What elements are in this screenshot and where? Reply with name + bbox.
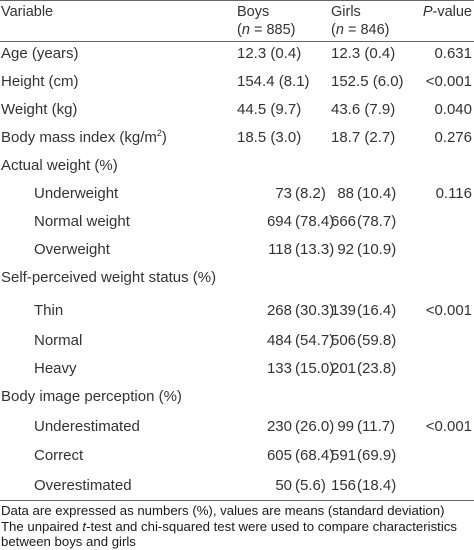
boys-count: 133 <box>266 360 292 377</box>
girls-count: 139 <box>331 302 357 319</box>
boys-value: 12.3 (0.4) <box>237 45 302 62</box>
girls-count: 156 <box>331 477 357 494</box>
bmi-superscript: 2 <box>156 128 162 138</box>
row-label: Normal <box>34 332 83 349</box>
header-boys: Boys <box>237 4 270 20</box>
girls-count: 99 <box>337 418 354 435</box>
boys-value: 154.4 (8.1) <box>237 73 310 90</box>
boys-value: 18.5 (3.0) <box>237 129 302 146</box>
p-value: 0.116 <box>435 185 472 202</box>
p-value: <0.001 <box>425 302 472 319</box>
header-variable: Variable <box>1 4 54 20</box>
boys-count: 694 <box>266 213 292 230</box>
boys-n-value: 885 <box>266 22 291 38</box>
footnote-2-t: t <box>82 519 87 534</box>
p-suffix: -value <box>432 4 473 20</box>
boys-percent: (78.4) <box>295 213 335 230</box>
boys-n-symbol: n <box>241 22 250 38</box>
boys-count: 73 <box>275 185 292 202</box>
p-value: 0.631 <box>434 45 472 62</box>
bmi-label-end: ) <box>161 129 167 146</box>
boys-count: 605 <box>266 447 292 464</box>
girls-value: 18.7 (2.7) <box>331 129 396 146</box>
row-label: Underweight <box>34 185 119 202</box>
row-label: Normal weight <box>34 213 130 230</box>
girls-count: 666 <box>331 213 357 230</box>
boys-percent: (26.0) <box>295 418 335 435</box>
p-value: <0.001 <box>425 418 472 435</box>
p-value: 0.276 <box>434 129 472 146</box>
row-label: Overweight <box>34 241 110 258</box>
row-label: Age (years) <box>1 45 79 62</box>
header-girls: Girls <box>331 4 361 20</box>
girls-percent: (10.9) <box>357 241 397 258</box>
girls-percent: (78.7) <box>357 213 397 230</box>
section-heading: Body image perception (%) <box>1 388 182 405</box>
girls-percent: (11.7) <box>357 418 396 435</box>
girls-count: 201 <box>331 360 357 377</box>
bmi-label-text: Body mass index (kg/m <box>1 129 157 146</box>
boys-percent: (8.2) <box>295 185 326 202</box>
top-rule <box>0 0 474 1</box>
girls-value: 43.6 (7.9) <box>331 101 396 118</box>
boys-percent: (68.4) <box>295 447 335 464</box>
girls-value: 12.3 (0.4) <box>331 45 396 62</box>
girls-percent: (23.8) <box>357 360 397 377</box>
girls-count: 92 <box>337 241 354 258</box>
row-label: Heavy <box>34 360 77 377</box>
girls-count: 506 <box>331 332 357 349</box>
row-label: Thin <box>34 302 64 319</box>
boys-percent: (54.7) <box>295 332 335 349</box>
section-heading: Self-perceived weight status (%) <box>1 269 217 286</box>
row-label: Height (cm) <box>1 73 79 90</box>
boys-count: 118 <box>268 241 292 258</box>
header-p-value: P-value <box>420 3 472 21</box>
boys-percent: (30.3) <box>295 302 335 319</box>
footnote-2-end: -test and chi-squared test were used to … <box>86 519 457 534</box>
girls-n-value: 846 <box>360 22 385 38</box>
p-symbol: P <box>422 4 433 20</box>
footnote-2: The unpaired t-test and chi-squared test… <box>1 518 457 535</box>
bottom-rule <box>0 500 474 501</box>
header-boys-n: (n = 885) <box>237 22 296 38</box>
boys-percent: (15.0) <box>295 360 335 377</box>
footnote-3: between boys and girls <box>1 534 136 549</box>
girls-percent: (18.4) <box>357 477 397 494</box>
boys-percent: (13.3) <box>295 241 335 258</box>
boys-count: 230 <box>266 418 292 435</box>
footnote-2-start: The unpaired <box>1 519 83 534</box>
footnote-1: Data are expressed as numbers (%), value… <box>1 503 445 518</box>
boys-value: 44.5 (9.7) <box>237 101 302 118</box>
boys-count: 484 <box>266 332 292 349</box>
girls-percent: (16.4) <box>357 302 397 319</box>
section-heading: Actual weight (%) <box>1 157 118 174</box>
boys-percent: (5.6) <box>295 477 326 494</box>
header-rule <box>0 41 474 42</box>
row-label: Weight (kg) <box>1 101 78 118</box>
boys-count: 268 <box>266 302 292 319</box>
girls-n-symbol: n <box>335 22 344 38</box>
row-label: Body mass index (kg/m2) <box>1 129 167 147</box>
row-label: Overestimated <box>34 477 132 494</box>
p-value: 0.040 <box>434 101 472 118</box>
girls-percent: (59.8) <box>357 332 397 349</box>
row-label: Correct <box>34 447 84 464</box>
girls-value: 152.5 (6.0) <box>331 73 404 90</box>
girls-count: 591 <box>331 447 357 464</box>
boys-count: 50 <box>275 477 292 494</box>
girls-percent: (69.9) <box>357 447 397 464</box>
girls-percent: (10.4) <box>357 185 397 202</box>
row-label: Underestimated <box>34 418 140 435</box>
header-girls-n: (n = 846) <box>331 22 390 38</box>
girls-count: 88 <box>337 185 354 202</box>
p-value: <0.001 <box>425 73 472 90</box>
